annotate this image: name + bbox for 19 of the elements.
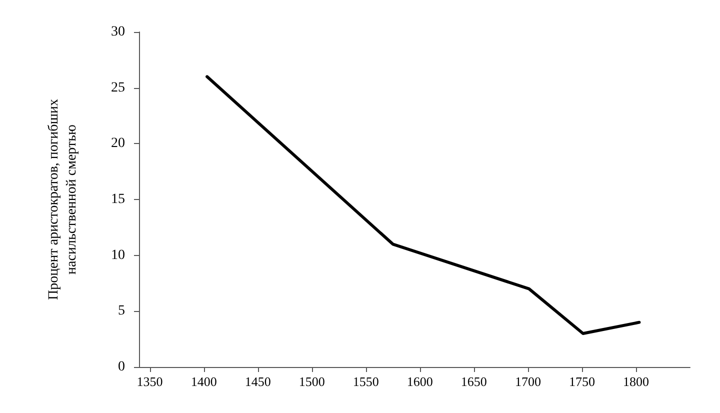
y-tick-label: 20 bbox=[111, 136, 125, 152]
y-tick-label: 5 bbox=[118, 304, 125, 319]
y-tick-label: 0 bbox=[118, 360, 125, 374]
x-tick-label: 1350 bbox=[136, 374, 163, 389]
x-tick-label: 1750 bbox=[568, 374, 595, 389]
x-tick-label: 1700 bbox=[514, 374, 541, 389]
x-tick-label: 1450 bbox=[244, 374, 271, 389]
y-tick-label: 25 bbox=[111, 80, 125, 96]
line-series bbox=[206, 75, 641, 335]
y-tick-label: 10 bbox=[111, 248, 125, 263]
x-tick-label: 1400 bbox=[190, 374, 217, 389]
x-tick-label: 1800 bbox=[622, 374, 649, 389]
y-axis-title: Процент аристократов, погибших насильственной смертью bbox=[46, 98, 80, 300]
x-tick-label: 1500 bbox=[298, 374, 325, 389]
y-tick-label: 15 bbox=[111, 192, 125, 207]
x-tick-label: 1550 bbox=[352, 374, 379, 389]
x-tick-label: 1600 bbox=[406, 374, 433, 389]
x-tick-label: 1650 bbox=[460, 374, 487, 389]
y-tick-label: 30 bbox=[111, 24, 125, 40]
